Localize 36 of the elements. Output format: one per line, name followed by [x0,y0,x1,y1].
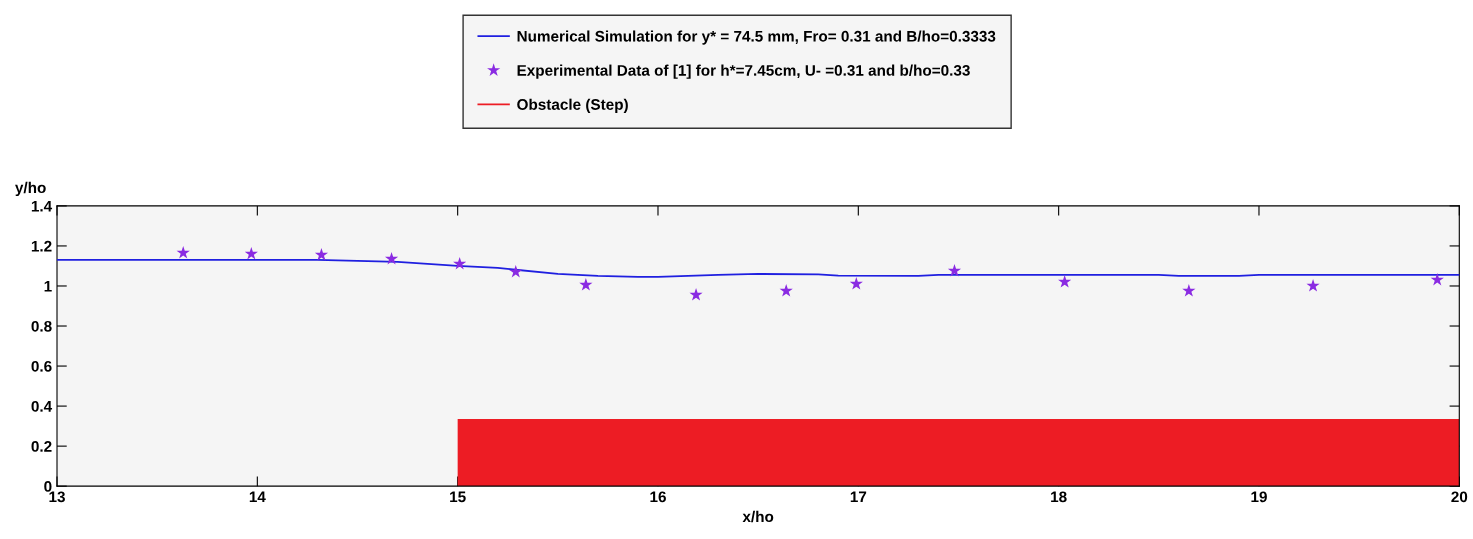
point [244,247,258,260]
point [1306,279,1320,292]
legend-label: Experimental Data of [1] for h*=7.45cm, U- =0.31 and b/ho=0.33 [517,64,970,79]
y-tick-label: 1.4 [31,200,53,212]
y-tick-label: 1.2 [31,240,52,252]
x-tick-label: 14 [249,491,266,503]
y-tick-label: 0.8 [31,320,52,332]
point [176,246,190,259]
x-tick-label: 19 [1251,491,1267,503]
y-tick-label: 1 [44,281,52,292]
point [579,278,593,291]
point [689,288,703,301]
legend-label: Numerical Simulation for y* = 74.5 mm, Fro= 0.31 and B/ho=0.3333 [517,30,996,45]
point [509,265,523,278]
point [947,264,962,277]
point [849,277,863,290]
y-tick-label: 0.2 [31,441,52,452]
point [1058,275,1072,288]
y-tick-label: 0.6 [31,360,52,372]
point [1182,284,1196,297]
y-tick-label: 0 [44,481,52,492]
point [779,284,793,297]
x-tick-label: 15 [450,491,466,503]
y-axis-title: y/ho [15,181,46,197]
point [453,257,467,270]
point [384,252,399,265]
point [1430,273,1444,286]
legend-label: Obstacle (Step) [517,98,628,113]
x-axis-title: x/ho [742,510,774,523]
x-tick-label: 20 [1451,491,1468,503]
x-tick-label: 18 [1051,491,1067,503]
x-tick-label: 17 [850,491,867,503]
x-tick-label: 16 [650,491,666,503]
x-tick-label: 13 [49,491,65,503]
y-tick-label: 0.4 [31,400,53,412]
point [314,248,329,261]
